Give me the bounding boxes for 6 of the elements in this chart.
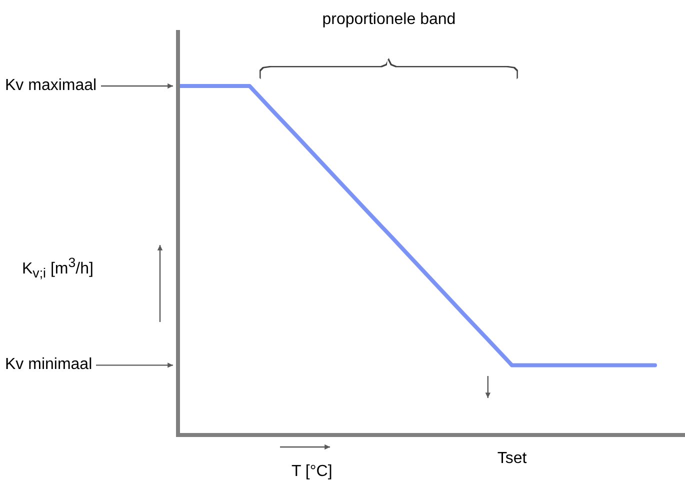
text: proportionele band — [322, 11, 456, 29]
text: Kv minimaal — [5, 356, 92, 374]
text: K$_{v;i}$ [m$^{3}$/h] — [22, 255, 94, 281]
text: Kv maximaal — [5, 77, 97, 95]
text: Tset — [497, 450, 527, 468]
x-axis-title: T [°C] — [292, 463, 332, 481]
